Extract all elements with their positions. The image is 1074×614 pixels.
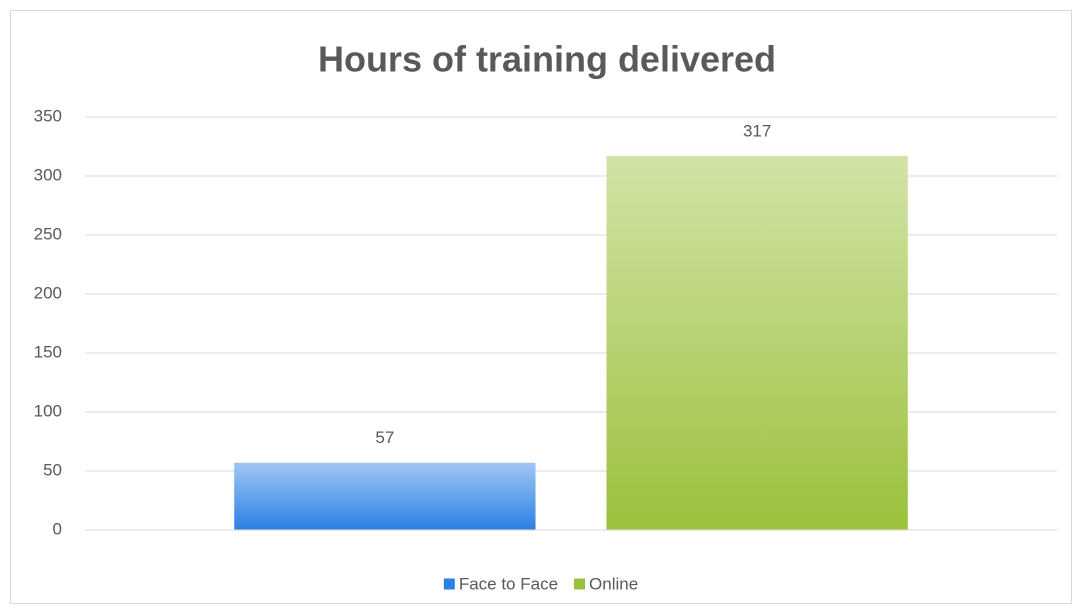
data-label: 57 xyxy=(375,428,394,447)
legend-swatch xyxy=(443,578,455,590)
y-tick-label: 250 xyxy=(34,224,62,243)
y-tick-label: 100 xyxy=(34,401,62,420)
chart-frame xyxy=(10,10,1072,604)
chart-title: Hours of training delivered xyxy=(318,39,776,80)
legend-label: Face to Face xyxy=(459,574,558,593)
y-tick-label: 200 xyxy=(34,283,62,302)
y-tick-label: 0 xyxy=(53,519,62,538)
y-tick-label: 300 xyxy=(34,165,62,184)
y-tick-label: 150 xyxy=(34,342,62,361)
legend-swatch xyxy=(574,578,586,590)
y-tick-label: 350 xyxy=(34,106,62,125)
data-label: 317 xyxy=(743,121,771,140)
bar xyxy=(606,155,908,530)
bar xyxy=(234,462,536,530)
y-tick-label: 50 xyxy=(43,460,62,479)
legend-label: Online xyxy=(589,574,638,593)
